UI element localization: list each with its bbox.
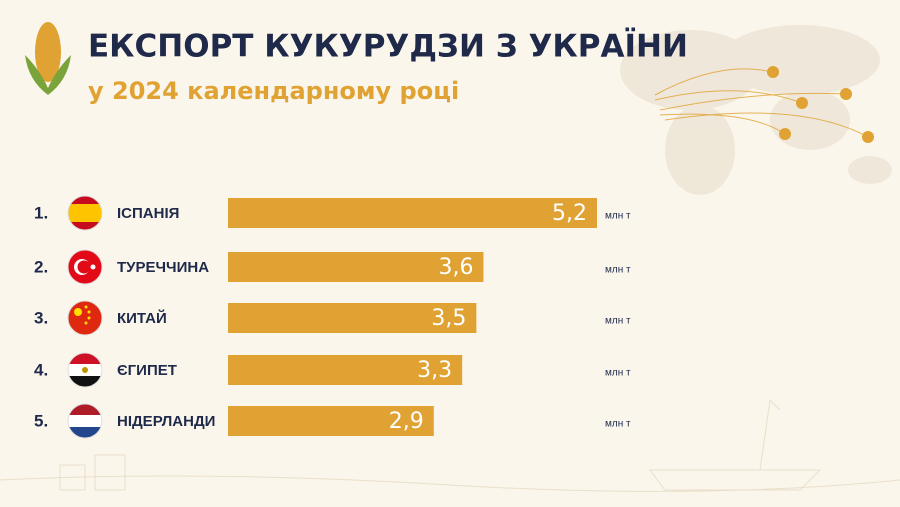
chart-title: ЕКСПОРТ КУКУРУДЗИ З УКРАЇНИ <box>88 29 688 65</box>
world-map <box>620 25 892 195</box>
category-label: ТУРЕЧЧИНА <box>117 259 209 276</box>
bar <box>228 252 484 282</box>
flag-eagle <box>82 367 88 373</box>
corn-icon <box>25 22 71 95</box>
rank: 4. <box>34 360 48 379</box>
flag <box>68 404 102 438</box>
flag-stripe <box>68 353 102 364</box>
bar <box>228 303 477 333</box>
value-label: 5,2 <box>552 201 587 226</box>
routes <box>654 68 869 138</box>
value-label: 3,6 <box>438 255 473 280</box>
flag-stripe <box>68 415 102 427</box>
rank: 3. <box>34 308 48 327</box>
flag-stripe <box>68 427 102 438</box>
flag-border <box>67 300 103 336</box>
flag-border <box>67 249 103 285</box>
unit-label: млн т <box>605 368 631 379</box>
unit-label: млн т <box>605 419 631 430</box>
unit-label: млн т <box>605 265 631 276</box>
flag-star <box>84 305 88 309</box>
category-label: ЄГИПЕТ <box>117 362 177 379</box>
flag <box>68 196 102 230</box>
flag-moon <box>77 260 91 274</box>
flag-stripe <box>68 204 102 222</box>
category-label: КИТАЙ <box>117 309 167 327</box>
pins <box>767 66 874 143</box>
rank: 1. <box>34 203 48 222</box>
value-label: 3,3 <box>417 358 452 383</box>
flag-stripe <box>68 404 102 415</box>
value-label: 2,9 <box>389 409 424 434</box>
rank: 5. <box>34 411 48 430</box>
flag-star <box>87 316 91 320</box>
value-label: 3,5 <box>431 306 466 331</box>
flag-border <box>67 195 103 231</box>
unit-label: млн т <box>605 316 631 327</box>
flag <box>68 353 102 387</box>
flag-border <box>67 403 103 439</box>
chart-subtitle: у 2024 календарному році <box>88 77 459 105</box>
decor-bottom <box>0 398 900 492</box>
bar <box>228 198 597 228</box>
category-label: НІДЕРЛАНДИ <box>117 413 215 430</box>
unit-label: млн т <box>605 211 631 222</box>
bar <box>228 355 463 385</box>
flag <box>68 301 102 335</box>
flag-star <box>87 310 91 314</box>
flag-border <box>67 352 103 388</box>
flag-star <box>84 321 88 325</box>
flag-stripe <box>68 376 102 387</box>
rank: 2. <box>34 257 48 276</box>
flag <box>68 250 102 284</box>
flag-star <box>90 264 96 270</box>
bar <box>228 406 434 436</box>
category-label: ІСПАНІЯ <box>117 205 179 222</box>
flag-star <box>74 308 82 316</box>
